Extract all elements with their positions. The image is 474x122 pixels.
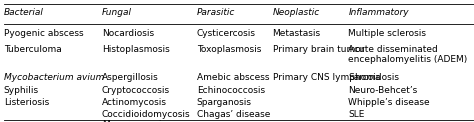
Text: Multiple sclerosis: Multiple sclerosis — [348, 29, 427, 38]
Text: Nocardiosis: Nocardiosis — [102, 29, 154, 38]
Text: Tuberculoma: Tuberculoma — [4, 45, 62, 54]
Text: Toxoplasmosis: Toxoplasmosis — [197, 45, 261, 54]
Text: Bacterial: Bacterial — [4, 8, 44, 17]
Text: Aspergillosis: Aspergillosis — [102, 73, 159, 82]
Text: Echinococcosis: Echinococcosis — [197, 86, 265, 95]
Text: Neoplastic: Neoplastic — [273, 8, 320, 17]
Text: Fungal: Fungal — [102, 8, 132, 17]
Text: SLE: SLE — [348, 110, 365, 119]
Text: Cysticercosis: Cysticercosis — [197, 29, 255, 38]
Text: Actinomycosis: Actinomycosis — [102, 98, 167, 107]
Text: Neuro-Behcet’s: Neuro-Behcet’s — [348, 86, 418, 95]
Text: Amebic abscess: Amebic abscess — [197, 73, 269, 82]
Text: Pyogenic abscess: Pyogenic abscess — [4, 29, 83, 38]
Text: Histoplasmosis: Histoplasmosis — [102, 45, 170, 54]
Text: Listeriosis: Listeriosis — [4, 98, 49, 107]
Text: Sparganosis: Sparganosis — [197, 98, 252, 107]
Text: Acute disseminated
encephalomyelitis (ADEM): Acute disseminated encephalomyelitis (AD… — [348, 45, 468, 64]
Text: Sarcoidosis: Sarcoidosis — [348, 73, 400, 82]
Text: Syphilis: Syphilis — [4, 86, 39, 95]
Text: Cryptococcosis: Cryptococcosis — [102, 86, 170, 95]
Text: Inflammatory: Inflammatory — [348, 8, 409, 17]
Text: Primary brain tumor: Primary brain tumor — [273, 45, 364, 54]
Text: Parasitic: Parasitic — [197, 8, 235, 17]
Text: Mucormycosis: Mucormycosis — [102, 120, 166, 122]
Text: Metastasis: Metastasis — [273, 29, 321, 38]
Text: Coccidioidomycosis: Coccidioidomycosis — [102, 110, 191, 119]
Text: Primary CNS lymphoma: Primary CNS lymphoma — [273, 73, 380, 82]
Text: Mycobacterium avium: Mycobacterium avium — [4, 73, 104, 82]
Text: Whipple’s disease: Whipple’s disease — [348, 98, 430, 107]
Text: Chagas’ disease: Chagas’ disease — [197, 110, 270, 119]
